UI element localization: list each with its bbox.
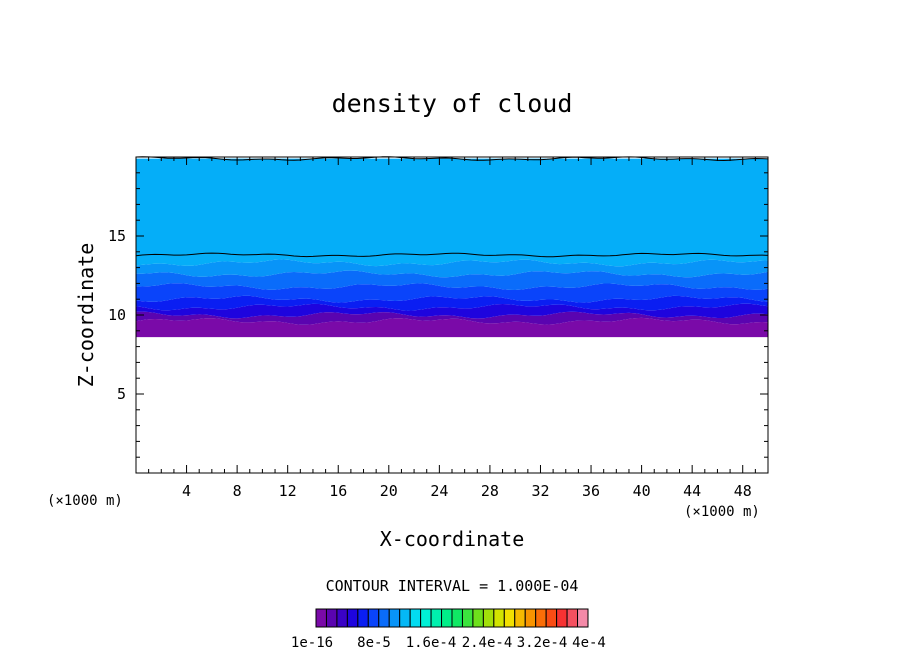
colorbar-swatch: [535, 608, 547, 628]
x-tick-label: 28: [481, 482, 499, 500]
x-axis-label: X-coordinate: [380, 527, 525, 551]
x-tick-label: 48: [734, 482, 752, 500]
contour-band-1: [136, 311, 768, 325]
colorbar-swatch: [566, 608, 579, 628]
colorbar-swatch: [325, 608, 338, 628]
colorbar-swatch: [388, 608, 401, 628]
x-tick-label: 36: [582, 482, 600, 500]
contour-interval-text: CONTOUR INTERVAL = 1.000E-04: [326, 577, 579, 595]
colorbar-swatch: [493, 608, 505, 628]
colorbar-swatch: [524, 608, 537, 628]
colorbar-swatch: [545, 608, 558, 628]
contour-band-4: [136, 283, 768, 303]
x-tick-label: 12: [279, 482, 297, 500]
colorbar-swatch: [357, 608, 369, 628]
colorbar-swatch: [514, 608, 526, 628]
colorbar-swatch: [441, 608, 453, 628]
x-tick-label: 4: [182, 482, 191, 500]
x-unit-left: (×1000 m): [47, 493, 123, 509]
contour-band-6: [136, 259, 768, 278]
contour-line-0: [135, 252, 769, 258]
colorbar-swatch: [430, 608, 443, 628]
x-tick-labels: 4 8 12 16 20 24 28 32 36 40 44 48: [182, 482, 752, 500]
x-tick-label: 24: [430, 482, 448, 500]
colorbar-labels: 1e-16 8e-5 1.6e-4 2.4e-4 3.2e-4 4e-4: [291, 635, 606, 651]
x-unit-right: (×1000 m): [684, 504, 760, 520]
y-tick-label: 10: [108, 306, 126, 324]
colorbar-swatch: [472, 608, 484, 628]
y-tick-label: 15: [108, 227, 126, 245]
y-tick-labels: 5 10 15: [108, 227, 126, 403]
contour-band-3: [136, 295, 768, 311]
colorbar-swatch: [503, 608, 516, 628]
colorbar-swatch: [420, 608, 432, 628]
colorbar-swatch: [577, 608, 589, 628]
contour-band-2: [136, 303, 768, 319]
colorbar-swatch: [482, 608, 495, 628]
colorbar-label: 3.2e-4: [517, 635, 568, 651]
x-tick-label: 20: [380, 482, 398, 500]
colorbar-swatch: [336, 608, 348, 628]
colorbar-swatch: [367, 608, 380, 628]
colorbar-label: 1.6e-4: [406, 635, 457, 651]
colorbar-swatch: [346, 608, 359, 628]
x-tick-label: 44: [683, 482, 701, 500]
colorbar-swatch: [378, 608, 390, 628]
colorbar-swatch: [461, 608, 474, 628]
contour-bands: [136, 158, 768, 338]
colorbar-label: 2.4e-4: [462, 635, 513, 651]
y-axis-label: Z-coordinate: [74, 243, 98, 388]
colorbar-label: 8e-5: [357, 635, 391, 651]
contour-band-0: [136, 317, 768, 338]
colorbar: [315, 608, 589, 628]
y-tick-label: 5: [117, 385, 126, 403]
x-tick-label: 40: [633, 482, 651, 500]
axis-ticks: [136, 157, 768, 473]
colorbar-swatch: [556, 608, 568, 628]
chart-title: density of cloud: [332, 89, 573, 118]
colorbar-swatch: [409, 608, 422, 628]
colorbar-swatch: [315, 608, 327, 628]
x-tick-label: 16: [329, 482, 347, 500]
x-tick-label: 32: [531, 482, 549, 500]
colorbar-label: 1e-16: [291, 635, 333, 651]
x-tick-label: 8: [233, 482, 242, 500]
colorbar-label: 4e-4: [572, 635, 606, 651]
contour-band-7: [136, 158, 768, 267]
contour-band-5: [136, 270, 768, 290]
colorbar-swatch: [399, 608, 411, 628]
colorbar-swatch: [451, 608, 463, 628]
